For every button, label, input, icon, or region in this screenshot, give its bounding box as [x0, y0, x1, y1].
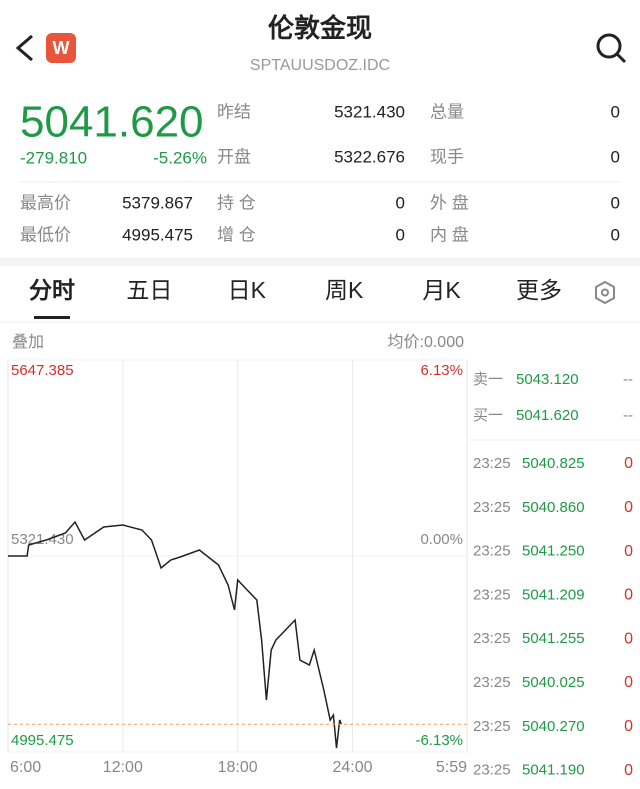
y2-tick-label: 0.00% [420, 531, 463, 548]
tab[interactable]: 五日 [126, 277, 172, 303]
stat-label: 总量 [430, 102, 464, 121]
y2-tick-label: -6.13% [415, 732, 463, 749]
trade-price: 5040.270 [522, 718, 585, 735]
x-tick-label: 5:59 [436, 759, 467, 776]
stat-value: 5379.867 [122, 193, 193, 212]
trade-price: 5040.860 [522, 499, 585, 516]
y2-tick-label: 6.13% [420, 362, 463, 379]
stat-value: 0 [611, 225, 620, 244]
stat-label: 开盘 [217, 147, 251, 166]
x-tick-label: 6:00 [10, 759, 41, 776]
trade-time: 23:25 [473, 499, 511, 516]
book-volume: -- [623, 407, 633, 424]
stat-value: 0 [611, 147, 620, 166]
tab[interactable]: 周K [325, 277, 364, 303]
search-button[interactable] [596, 33, 627, 64]
stat-value: 4995.475 [122, 225, 193, 244]
book-price: 5043.120 [516, 371, 579, 388]
y-tick-label: 5647.385 [11, 362, 74, 379]
stat-label: 持 仓 [217, 193, 256, 212]
trade-volume: 0 [624, 674, 633, 691]
book-label: 买一 [473, 407, 503, 424]
trade-price: 5041.190 [522, 762, 585, 779]
stat-value: 0 [611, 193, 620, 212]
stat-label: 最低价 [20, 225, 71, 244]
x-tick-label: 18:00 [218, 759, 258, 776]
book-label: 卖一 [473, 371, 503, 388]
trade-time: 23:25 [473, 630, 511, 647]
book-price: 5041.620 [516, 407, 579, 424]
trade-time: 23:25 [473, 586, 511, 603]
trade-price: 5041.209 [522, 586, 585, 603]
stat-value: 5322.676 [334, 147, 405, 166]
trade-volume: 0 [624, 762, 633, 779]
trade-volume: 0 [624, 630, 633, 647]
y-tick-label: 4995.475 [11, 732, 74, 749]
stat-label: 最高价 [20, 193, 71, 212]
trade-volume: 0 [624, 718, 633, 735]
stat-label: 昨结 [217, 102, 251, 121]
trade-time: 23:25 [473, 455, 511, 472]
page-title: 伦敦金现 [268, 13, 372, 43]
price-change: -279.810 [20, 148, 87, 167]
trade-price: 5040.825 [522, 455, 585, 472]
stat-label: 外 盘 [430, 193, 469, 212]
stat-label: 增 仓 [217, 225, 256, 244]
trade-price: 5041.250 [522, 543, 585, 560]
trade-volume: 0 [624, 455, 633, 472]
stat-label: 内 盘 [430, 225, 469, 244]
trade-volume: 0 [624, 499, 633, 516]
tab[interactable]: 日K [228, 277, 267, 303]
trade-time: 23:25 [473, 762, 511, 779]
last-price: 5041.620 [20, 98, 204, 147]
tab[interactable]: 更多 [516, 277, 562, 303]
page-subtitle: SPTAUUSDOZ.IDC [250, 57, 390, 74]
x-tick-label: 24:00 [332, 759, 372, 776]
trade-time: 23:25 [473, 674, 511, 691]
price-change-pct: -5.26% [153, 148, 207, 167]
stat-value: 0 [396, 193, 405, 212]
stat-value: 5321.430 [334, 102, 405, 121]
trade-volume: 0 [624, 543, 633, 560]
avg-label: 均价:0.000 [388, 333, 465, 351]
x-tick-label: 12:00 [103, 759, 143, 776]
stat-label: 现手 [430, 147, 464, 166]
stat-value: 0 [396, 225, 405, 244]
price-line [8, 520, 343, 749]
badge-text: W [53, 38, 70, 58]
overlay-label[interactable]: 叠加 [12, 333, 44, 351]
app-badge [46, 33, 76, 63]
settings-button[interactable] [595, 280, 615, 305]
stat-value: 0 [611, 102, 620, 121]
tab[interactable]: 月K [422, 277, 461, 303]
back-button[interactable] [15, 34, 33, 62]
trade-time: 23:25 [473, 718, 511, 735]
trade-price: 5040.025 [522, 674, 585, 691]
tab[interactable]: 分时 [29, 277, 75, 303]
tab-indicator [34, 316, 70, 319]
book-volume: -- [623, 371, 633, 388]
trade-price: 5041.255 [522, 630, 585, 647]
trade-volume: 0 [624, 587, 633, 604]
section-gap [0, 258, 640, 266]
trade-time: 23:25 [473, 543, 511, 560]
